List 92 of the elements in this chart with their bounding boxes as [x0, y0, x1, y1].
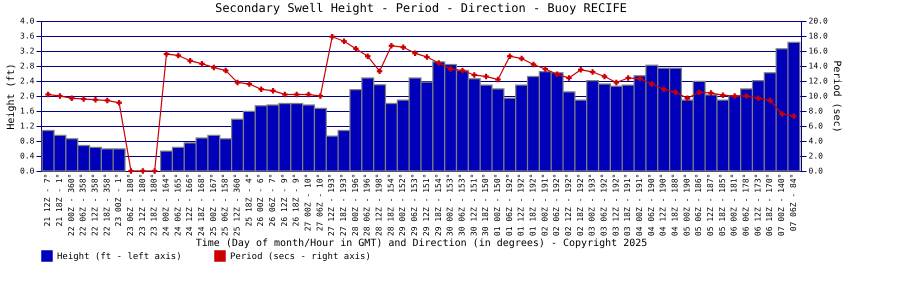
y-tick-label: 2.4 — [20, 76, 35, 86]
x-tick-label: 04 00Z - 191° — [635, 174, 644, 236]
x-tick-label: 29 00Z - 152° — [398, 174, 408, 236]
y2-tick-label: 0.0 — [808, 166, 824, 176]
x-tick-label: 29 12Z - 151° — [422, 174, 431, 236]
x-tick-label: 30 18Z - 150° — [481, 174, 490, 236]
y-tick-label: 0.4 — [20, 152, 35, 160]
x-tick-label: 06 06Z - 178° — [742, 174, 751, 236]
y2-tick-label: 10.0 — [808, 92, 828, 100]
x-tick-label: 27 18Z - 193° — [339, 174, 348, 236]
x-tick-label: 25 06Z - 158° — [220, 174, 230, 236]
x-tick-label: 28 18Z - 154° — [386, 174, 396, 236]
x-tick-label: 04 18Z - 188° — [670, 174, 680, 236]
x-tick-label: 06 12Z - 173° — [753, 174, 762, 236]
x-tick-label: 29 18Z - 154° — [434, 174, 443, 236]
x-tick-label: 05 18Z - 185° — [718, 174, 727, 236]
y2-tick-label: 8.0 — [808, 106, 824, 116]
x-tick-label: 27 00Z - 10° — [304, 174, 313, 232]
x-tick-label: 23 00Z - 1° — [114, 174, 124, 226]
x-tick-label: 06 00Z - 181° — [730, 174, 739, 236]
x-tick-label: 27 06Z - 10° — [315, 174, 324, 232]
x-tick-label: 03 00Z - 193° — [588, 174, 597, 236]
x-tick-label: 22 00Z - 360° — [66, 174, 76, 236]
x-tick-label: 25 18Z - 4° — [244, 174, 254, 226]
y-tick-label: 2.0 — [20, 92, 35, 100]
x-tick-label: 07 06Z - 84° — [788, 174, 798, 232]
x-tick-label: 28 12Z - 198° — [374, 174, 384, 236]
x-tick-label: 01 06Z - 192° — [504, 174, 514, 236]
x-tick-label: 03 12Z - 192° — [611, 174, 620, 236]
x-tick-label: 25 12Z - 360° — [232, 174, 242, 236]
x-tick-label: 02 12Z - 192° — [564, 174, 573, 236]
y2-tick-label: 6.0 — [808, 122, 824, 130]
x-tick-label: 01 00Z - 150° — [492, 174, 502, 236]
x-axis-title: Time (Day of month/Hour in GMT) and Direction (in degrees) - Copyright 2025 — [196, 238, 648, 250]
x-tick-label: 21 12Z - 7° — [43, 174, 52, 226]
y-tick-label: 0.0 — [20, 166, 35, 176]
x-tick-label: 24 18Z - 168° — [196, 174, 206, 236]
x-tick-label: 01 18Z - 192° — [528, 174, 538, 236]
y2-tick-label: 14.0 — [808, 62, 828, 70]
x-tick-label: 29 06Z - 153° — [410, 174, 420, 236]
y2-axis-title: Period (sec) — [830, 60, 842, 133]
x-tick-label: 06 18Z - 170° — [765, 174, 774, 236]
y-tick-label: 0.8 — [20, 136, 35, 146]
x-tick-label: 23 12Z - 180° — [138, 174, 147, 236]
y2-tick-label: 18.0 — [808, 32, 828, 40]
y-tick-label: 1.6 — [20, 106, 35, 116]
y2-tick-label: 20.0 — [808, 16, 828, 26]
y2-tick-label: 4.0 — [808, 136, 824, 146]
x-tick-label: 22 06Z - 358° — [78, 174, 88, 236]
x-tick-label: 25 00Z - 167° — [208, 174, 218, 236]
x-tick-label: 30 12Z - 151° — [469, 174, 478, 236]
x-tick-label: 21 18Z - 1° — [54, 174, 64, 226]
legend-label: Period (secs - right axis) — [230, 252, 371, 262]
y-tick-label: 2.8 — [20, 62, 35, 70]
x-tick-label: 27 12Z - 193° — [327, 174, 336, 236]
x-tick-label: 02 00Z - 191° — [540, 174, 550, 236]
y-tick-label: 1.2 — [20, 122, 35, 130]
x-tick-label: 01 12Z - 192° — [516, 174, 526, 236]
y-tick-label: 3.2 — [20, 46, 35, 56]
x-tick-label: 30 00Z - 153° — [446, 174, 455, 236]
x-tick-label: 28 00Z - 196° — [350, 174, 360, 236]
x-tick-label: 24 06Z - 165° — [173, 174, 182, 236]
x-tick-label: 26 06Z - 7° — [268, 174, 278, 226]
x-tick-label: 05 06Z - 186° — [694, 174, 704, 236]
x-tick-label: 30 06Z - 153° — [457, 174, 466, 236]
x-tick-label: 03 18Z - 191° — [623, 174, 632, 236]
x-tick-label: 03 06Z - 192° — [599, 174, 608, 236]
x-tick-label: 26 18Z - 9° — [292, 174, 301, 226]
x-tick-label: 24 00Z - 164° — [161, 174, 170, 236]
x-tick-label: 05 12Z - 187° — [706, 174, 716, 236]
x-tick-label: 07 00Z - 140° — [777, 174, 786, 236]
x-tick-label: 28 06Z - 196° — [362, 174, 372, 236]
chart-title: Secondary Swell Height - Period - Direction - Buoy RECIFE — [215, 1, 627, 15]
y2-tick-label: 16.0 — [808, 46, 828, 56]
x-tick-label: 02 18Z - 192° — [576, 174, 585, 236]
legend-label: Height (ft - left axis) — [57, 252, 182, 262]
x-tick-label: 05 00Z - 190° — [682, 174, 692, 236]
x-tick-label: 02 06Z - 192° — [552, 174, 562, 236]
x-tick-label: 26 00Z - 6° — [256, 174, 266, 226]
y-tick-label: 4.0 — [20, 16, 35, 26]
x-tick-label: 04 06Z - 190° — [646, 174, 656, 236]
x-tick-label: 23 06Z - 180° — [126, 174, 135, 236]
x-tick-label: 24 12Z - 166° — [185, 174, 194, 236]
x-tick-label: 22 12Z - 358° — [90, 174, 100, 236]
x-tick-label: 23 18Z - 180° — [150, 174, 159, 236]
x-tick-label: 22 18Z - 358° — [102, 174, 112, 236]
y-axis-title: Height (ft) — [6, 63, 18, 130]
x-tick-label: 26 12Z - 9° — [280, 174, 289, 226]
y-tick-label: 3.6 — [20, 32, 35, 40]
y2-tick-label: 12.0 — [808, 76, 828, 86]
y2-tick-label: 2.0 — [808, 152, 824, 160]
x-tick-label: 04 12Z - 190° — [658, 174, 668, 236]
